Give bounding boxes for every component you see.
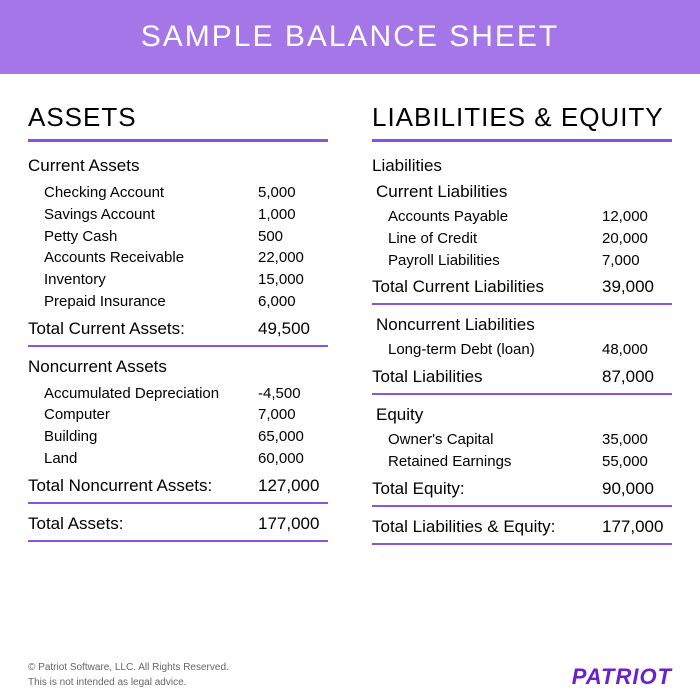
item-value: -4,500 bbox=[258, 383, 328, 405]
item-label: Accounts Receivable bbox=[44, 247, 258, 269]
divider bbox=[28, 345, 328, 347]
line-item: Retained Earnings55,000 bbox=[372, 451, 672, 473]
line-item: Land60,000 bbox=[28, 448, 328, 470]
total-noncurrent-assets: Total Noncurrent Assets:127,000 bbox=[28, 476, 328, 496]
item-label: Petty Cash bbox=[44, 226, 258, 248]
footnotes: © Patriot Software, LLC. All Rights Rese… bbox=[28, 660, 229, 690]
total-label: Total Current Liabilities bbox=[372, 277, 602, 297]
item-label: Computer bbox=[44, 404, 258, 426]
total-current-liabilities: Total Current Liabilities39,000 bbox=[372, 277, 672, 297]
item-label: Retained Earnings bbox=[388, 451, 602, 473]
item-value: 500 bbox=[258, 226, 328, 248]
item-label: Checking Account bbox=[44, 182, 258, 204]
total-value: 177,000 bbox=[602, 517, 672, 537]
item-value: 5,000 bbox=[258, 182, 328, 204]
line-item: Petty Cash500 bbox=[28, 226, 328, 248]
item-value: 48,000 bbox=[602, 339, 672, 361]
total-liabilities-equity: Total Liabilities & Equity:177,000 bbox=[372, 517, 672, 537]
item-label: Accumulated Depreciation bbox=[44, 383, 258, 405]
divider bbox=[28, 502, 328, 504]
divider bbox=[372, 303, 672, 305]
line-item: Prepaid Insurance6,000 bbox=[28, 291, 328, 313]
line-item: Owner's Capital35,000 bbox=[372, 429, 672, 451]
line-item: Savings Account1,000 bbox=[28, 204, 328, 226]
line-item: Inventory15,000 bbox=[28, 269, 328, 291]
line-item: Accounts Receivable22,000 bbox=[28, 247, 328, 269]
balance-sheet-body: ASSETS Current Assets Checking Account5,… bbox=[0, 74, 700, 555]
total-value: 177,000 bbox=[258, 514, 328, 534]
item-label: Owner's Capital bbox=[388, 429, 602, 451]
divider bbox=[372, 543, 672, 545]
disclaimer-text: This is not intended as legal advice. bbox=[28, 675, 229, 690]
noncurrent-assets-title: Noncurrent Assets bbox=[28, 357, 328, 377]
item-label: Inventory bbox=[44, 269, 258, 291]
total-assets: Total Assets:177,000 bbox=[28, 514, 328, 534]
total-label: Total Assets: bbox=[28, 514, 258, 534]
liabilities-equity-heading: LIABILITIES & EQUITY bbox=[372, 102, 672, 133]
divider bbox=[372, 393, 672, 395]
assets-heading: ASSETS bbox=[28, 102, 328, 133]
item-label: Accounts Payable bbox=[388, 206, 602, 228]
item-label: Prepaid Insurance bbox=[44, 291, 258, 313]
total-label: Total Liabilities & Equity: bbox=[372, 517, 602, 537]
item-label: Savings Account bbox=[44, 204, 258, 226]
divider bbox=[372, 505, 672, 507]
total-label: Total Liabilities bbox=[372, 367, 602, 387]
line-item: Accounts Payable12,000 bbox=[372, 206, 672, 228]
total-label: Total Equity: bbox=[372, 479, 602, 499]
item-value: 7,000 bbox=[258, 404, 328, 426]
item-value: 7,000 bbox=[602, 250, 672, 272]
line-item: Line of Credit20,000 bbox=[372, 228, 672, 250]
item-value: 15,000 bbox=[258, 269, 328, 291]
item-value: 12,000 bbox=[602, 206, 672, 228]
total-value: 49,500 bbox=[258, 319, 328, 339]
total-liabilities: Total Liabilities87,000 bbox=[372, 367, 672, 387]
current-liabilities-title: Current Liabilities bbox=[372, 182, 672, 202]
total-equity: Total Equity:90,000 bbox=[372, 479, 672, 499]
item-value: 60,000 bbox=[258, 448, 328, 470]
total-value: 127,000 bbox=[258, 476, 328, 496]
item-label: Line of Credit bbox=[388, 228, 602, 250]
total-value: 39,000 bbox=[602, 277, 672, 297]
divider bbox=[372, 139, 672, 142]
line-item: Payroll Liabilities7,000 bbox=[372, 250, 672, 272]
copyright-text: © Patriot Software, LLC. All Rights Rese… bbox=[28, 660, 229, 675]
item-label: Payroll Liabilities bbox=[388, 250, 602, 272]
total-current-assets: Total Current Assets:49,500 bbox=[28, 319, 328, 339]
item-value: 35,000 bbox=[602, 429, 672, 451]
current-assets-title: Current Assets bbox=[28, 156, 328, 176]
total-label: Total Noncurrent Assets: bbox=[28, 476, 258, 496]
item-label: Land bbox=[44, 448, 258, 470]
line-item: Computer7,000 bbox=[28, 404, 328, 426]
divider bbox=[28, 139, 328, 142]
noncurrent-liabilities-title: Noncurrent Liabilities bbox=[372, 315, 672, 335]
item-value: 20,000 bbox=[602, 228, 672, 250]
line-item: Checking Account5,000 bbox=[28, 182, 328, 204]
equity-title: Equity bbox=[372, 405, 672, 425]
total-label: Total Current Assets: bbox=[28, 319, 258, 339]
total-value: 90,000 bbox=[602, 479, 672, 499]
line-item: Long-term Debt (loan)48,000 bbox=[372, 339, 672, 361]
item-label: Long-term Debt (loan) bbox=[388, 339, 602, 361]
item-value: 65,000 bbox=[258, 426, 328, 448]
item-value: 1,000 bbox=[258, 204, 328, 226]
item-value: 55,000 bbox=[602, 451, 672, 473]
brand-logo: PATRIOT bbox=[572, 664, 672, 690]
line-item: Building65,000 bbox=[28, 426, 328, 448]
item-value: 6,000 bbox=[258, 291, 328, 313]
assets-column: ASSETS Current Assets Checking Account5,… bbox=[28, 102, 328, 555]
item-label: Building bbox=[44, 426, 258, 448]
title-banner: SAMPLE BALANCE SHEET bbox=[0, 0, 700, 74]
item-value: 22,000 bbox=[258, 247, 328, 269]
line-item: Accumulated Depreciation-4,500 bbox=[28, 383, 328, 405]
liabilities-equity-column: LIABILITIES & EQUITY Liabilities Current… bbox=[372, 102, 672, 555]
total-value: 87,000 bbox=[602, 367, 672, 387]
divider bbox=[28, 540, 328, 542]
page-title: SAMPLE BALANCE SHEET bbox=[141, 20, 559, 54]
footer: © Patriot Software, LLC. All Rights Rese… bbox=[28, 660, 672, 690]
liabilities-title: Liabilities bbox=[372, 156, 672, 176]
